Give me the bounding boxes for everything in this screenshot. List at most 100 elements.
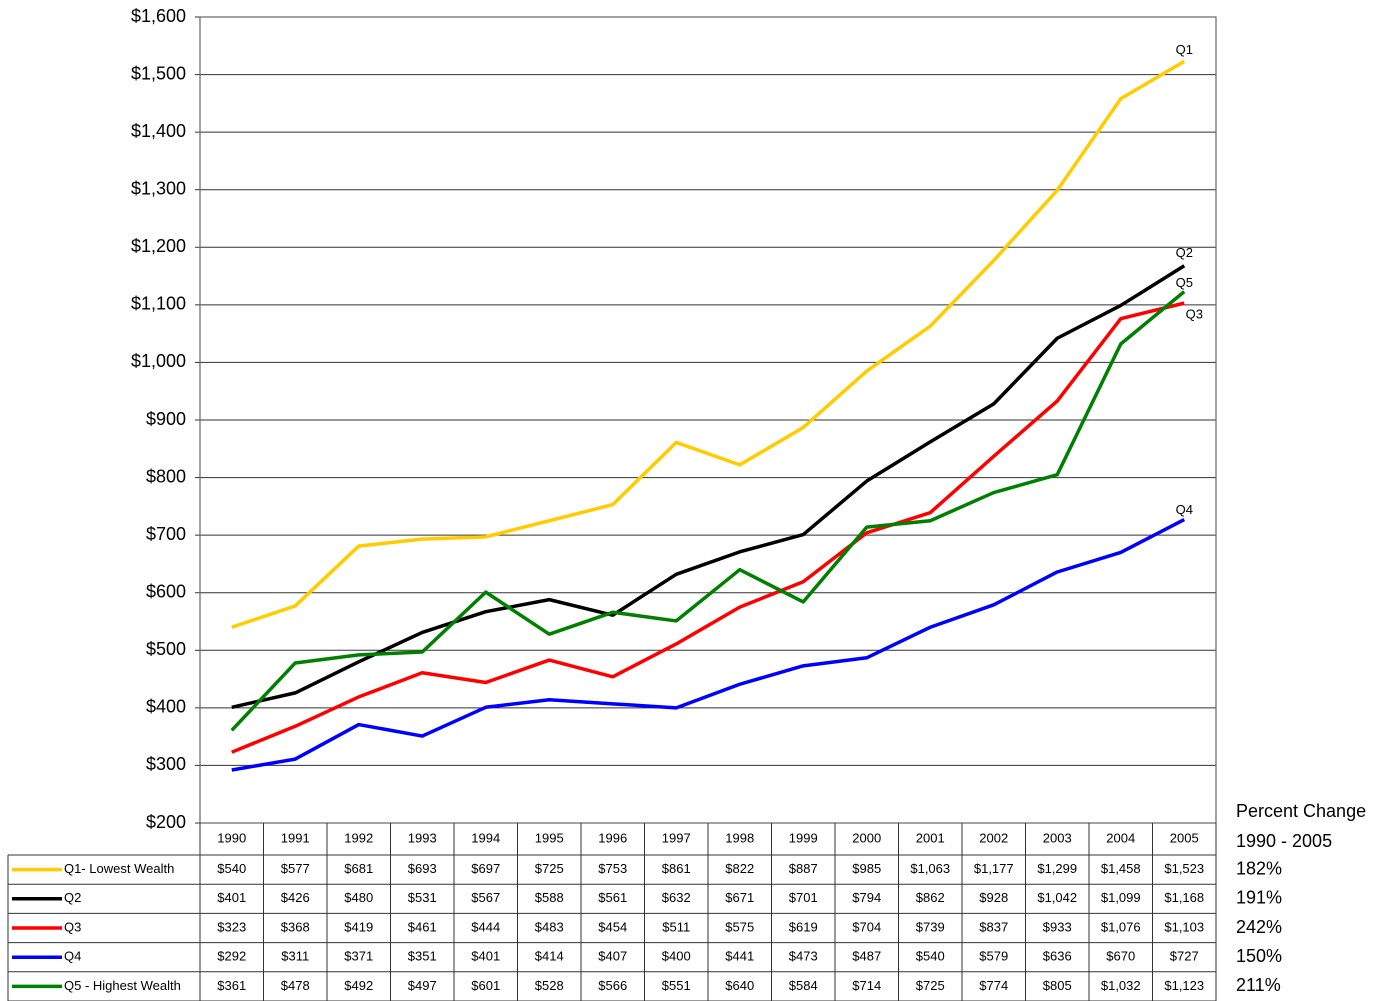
percent-change: 242% xyxy=(1236,917,1282,937)
table-cell: $1,063 xyxy=(910,861,950,876)
table-cell: $426 xyxy=(281,890,310,905)
table-cell: $400 xyxy=(662,949,691,964)
table-cell: $444 xyxy=(471,919,500,934)
legend-label: Q5 - Highest Wealth xyxy=(64,978,181,993)
table-cell: $351 xyxy=(408,949,437,964)
table-cell: $473 xyxy=(789,949,818,964)
percent-change: 211% xyxy=(1236,975,1281,995)
table-cell: $371 xyxy=(344,949,373,964)
x-tick-label: 1998 xyxy=(725,830,754,845)
table-cell: $794 xyxy=(852,890,881,905)
table-cell: $1,168 xyxy=(1164,890,1204,905)
line-end-label: Q4 xyxy=(1176,502,1193,517)
line-end-label: Q2 xyxy=(1176,245,1193,260)
table-cell: $861 xyxy=(662,861,691,876)
table-cell: $492 xyxy=(344,978,373,993)
table-cell: $561 xyxy=(598,890,627,905)
table-cell: $1,099 xyxy=(1101,890,1141,905)
table-cell: $528 xyxy=(535,978,564,993)
table-cell: $566 xyxy=(598,978,627,993)
table-cell: $540 xyxy=(217,861,246,876)
x-tick-label: 1991 xyxy=(281,830,310,845)
table-cell: $401 xyxy=(471,949,500,964)
table-cell: $588 xyxy=(535,890,564,905)
table-cell: $419 xyxy=(344,919,373,934)
table-cell: $805 xyxy=(1043,978,1072,993)
legend-label: Q1- Lowest Wealth xyxy=(64,861,174,876)
legend-label: Q4 xyxy=(64,949,81,964)
x-tick-label: 2000 xyxy=(852,830,881,845)
table-cell: $887 xyxy=(789,861,818,876)
table-cell: $478 xyxy=(281,978,310,993)
table-cell: $414 xyxy=(535,949,564,964)
x-tick-label: 1994 xyxy=(471,830,500,845)
table-cell: $461 xyxy=(408,919,437,934)
x-tick-label: 2004 xyxy=(1106,830,1135,845)
table-cell: $1,458 xyxy=(1101,861,1141,876)
table-cell: $928 xyxy=(979,890,1008,905)
x-tick-label: 1997 xyxy=(662,830,691,845)
table-cell: $697 xyxy=(471,861,500,876)
table-cell: $584 xyxy=(789,978,818,993)
y-tick-label: $1,200 xyxy=(131,236,186,256)
x-tick-label: 1999 xyxy=(789,830,818,845)
table-cell: $483 xyxy=(535,919,564,934)
table-cell: $511 xyxy=(662,919,690,934)
table-cell: $579 xyxy=(979,949,1008,964)
table-cell: $441 xyxy=(725,949,754,964)
table-cell: $636 xyxy=(1043,949,1072,964)
table-cell: $1,177 xyxy=(974,861,1014,876)
table-cell: $1,103 xyxy=(1164,919,1204,934)
y-tick-label: $1,500 xyxy=(131,63,186,83)
table-cell: $368 xyxy=(281,919,310,934)
legend-label: Q3 xyxy=(64,919,81,934)
table-cell: $725 xyxy=(535,861,564,876)
percent-change: 182% xyxy=(1236,858,1282,878)
x-tick-label: 1996 xyxy=(598,830,627,845)
table-cell: $487 xyxy=(852,949,881,964)
table-cell: $567 xyxy=(471,890,500,905)
y-tick-label: $1,000 xyxy=(131,351,186,371)
table-cell: $753 xyxy=(598,861,627,876)
table-cell: $323 xyxy=(217,919,246,934)
x-tick-label: 1990 xyxy=(217,830,246,845)
table-cell: $292 xyxy=(217,949,246,964)
table-cell: $671 xyxy=(725,890,754,905)
y-tick-label: $200 xyxy=(146,812,186,832)
series-line xyxy=(231,301,1185,754)
y-tick-label: $800 xyxy=(146,466,186,486)
table-cell: $701 xyxy=(789,890,818,905)
table-cell: $725 xyxy=(916,978,945,993)
line-end-label: Q5 xyxy=(1176,275,1193,290)
x-tick-label: 2003 xyxy=(1043,830,1072,845)
line-end-label: Q1 xyxy=(1176,42,1193,57)
table-cell: $985 xyxy=(852,861,881,876)
table-cell: $619 xyxy=(789,919,818,934)
table-cell: $407 xyxy=(598,949,627,964)
table-cell: $601 xyxy=(471,978,500,993)
x-tick-label: 2005 xyxy=(1170,830,1199,845)
table-cell: $704 xyxy=(852,919,881,934)
table-cell: $822 xyxy=(725,861,754,876)
table-cell: $361 xyxy=(217,978,246,993)
series-line xyxy=(231,59,1186,629)
y-tick-label: $1,300 xyxy=(131,178,186,198)
table-cell: $774 xyxy=(979,978,1008,993)
table-cell: $1,042 xyxy=(1037,890,1077,905)
table-cell: $551 xyxy=(662,978,691,993)
y-tick-label: $1,400 xyxy=(131,121,186,141)
table-cell: $862 xyxy=(916,890,945,905)
x-tick-label: 1993 xyxy=(408,830,437,845)
series-line xyxy=(230,290,1186,732)
table-cell: $1,123 xyxy=(1164,978,1204,993)
y-tick-label: $1,100 xyxy=(131,294,186,314)
table-cell: $577 xyxy=(281,861,310,876)
table-cell: $311 xyxy=(281,949,309,964)
x-tick-label: 1995 xyxy=(535,830,564,845)
y-tick-label: $900 xyxy=(146,409,186,429)
line-end-label: Q3 xyxy=(1186,307,1203,322)
y-tick-label: $600 xyxy=(146,581,186,601)
x-tick-label: 2001 xyxy=(916,830,945,845)
